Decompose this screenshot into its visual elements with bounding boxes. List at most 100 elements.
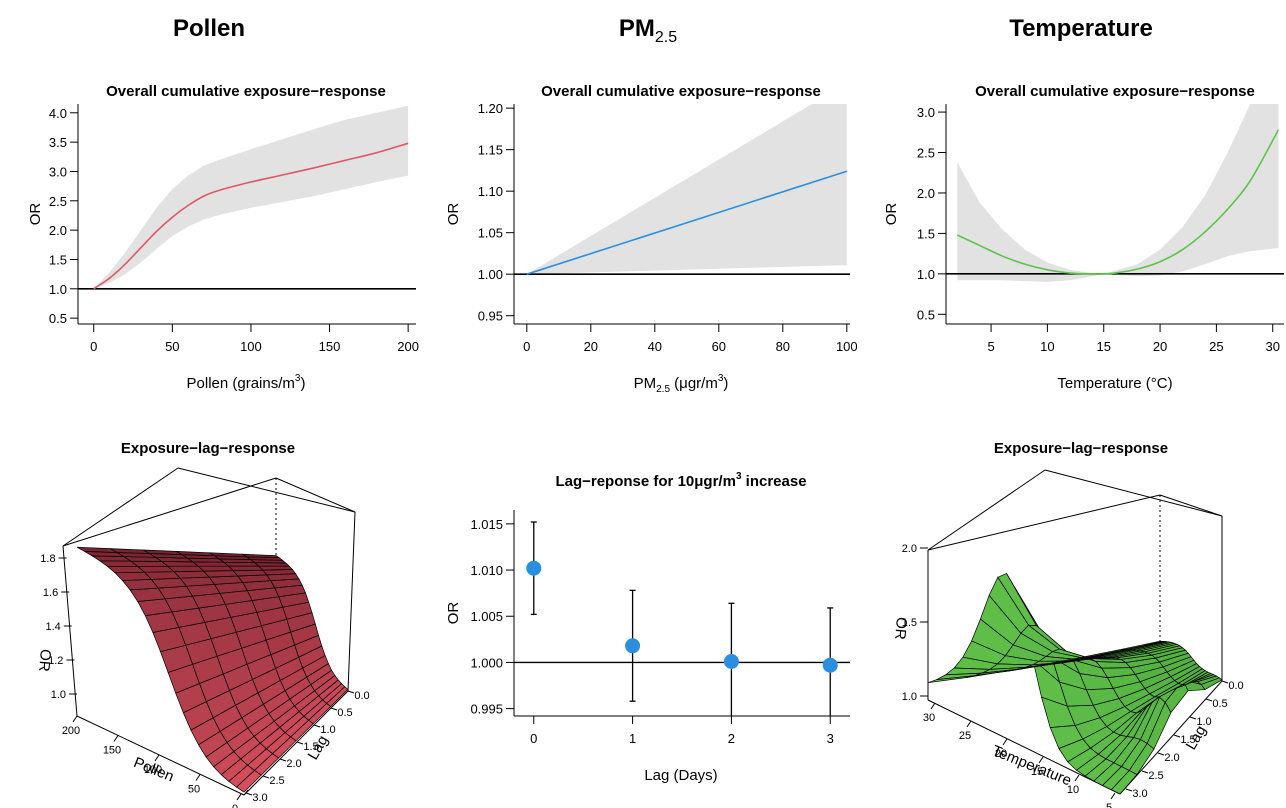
x-tick-label: 3 [827, 731, 834, 746]
y-tick-label: 1.00 [478, 267, 503, 282]
y-tick-label: 0.5 [917, 307, 935, 322]
axis-tick [966, 720, 972, 728]
y-tick-label: 1.20 [478, 101, 503, 116]
surface-facet [232, 569, 268, 577]
surface-facet [197, 565, 235, 572]
box-edge [62, 477, 277, 547]
y-tick-label: 1.005 [470, 609, 503, 624]
title-pollen-surface: Exposure−lag−response [121, 440, 295, 457]
title-temp-overall: Overall cumulative exposure−response [975, 83, 1255, 100]
box-edge [62, 467, 179, 547]
axis-tick [1141, 770, 1149, 774]
axis-tick [1221, 680, 1229, 684]
box-edge [1159, 494, 1223, 517]
axis-tick-label: 10 [1067, 784, 1079, 796]
xlabel-pm-unit: (μgr/m [670, 375, 718, 392]
y-tick-label: 1.0 [917, 267, 935, 282]
surface-facet [1121, 640, 1163, 650]
x-tick-label: 0 [523, 339, 530, 354]
axis-tick-label: 0.5 [337, 707, 352, 719]
axis-tick-label: 1.2 [48, 655, 63, 667]
axis-tick [113, 735, 119, 742]
axis-tick [279, 758, 287, 762]
axis-tick-label: 100 [144, 764, 162, 776]
axis-tick [313, 724, 321, 728]
estimate-line [93, 142, 409, 290]
axis-label: Pollen [131, 754, 176, 785]
axis-tick-label: 1.5 [902, 617, 917, 629]
surface-facet [227, 565, 264, 571]
box-edge [1119, 680, 1223, 795]
xlabel-pm-end: ) [723, 375, 728, 392]
y-tick-label: 2.5 [917, 146, 935, 161]
x-tick-label: 20 [584, 339, 598, 354]
y-tick-label: 3.5 [49, 135, 67, 150]
y-tick-label: 2.0 [49, 223, 67, 238]
xlabel-pollen-sup: 3 [295, 373, 301, 384]
y-tick-label: 4.0 [49, 106, 67, 121]
xlabel-pollen-end: ) [300, 375, 305, 392]
box-edge [927, 469, 1046, 551]
surface-facet [202, 570, 239, 578]
x-tick-label: 2 [728, 731, 735, 746]
y-tick-label: 1.015 [470, 517, 503, 532]
y-axis-label: OR [445, 602, 462, 625]
y-axis-label: OR [27, 203, 44, 226]
axis-tick [1038, 756, 1044, 764]
box-edge [347, 511, 356, 692]
box-edge [243, 789, 249, 796]
panel-pm_lag: 0.995 1.000 1.005 1.010 1.015 0 1 2 3 OR [445, 510, 850, 746]
y-tick-label: 0.5 [49, 311, 67, 326]
data-point [822, 657, 838, 673]
axis-label: OR [35, 648, 54, 672]
axis-tick [1074, 774, 1080, 782]
x-tick-label: 200 [397, 339, 419, 354]
title-pm-lag-end: increase [742, 473, 807, 490]
axis-tick-label: 5 [1106, 802, 1112, 808]
axis-tick-label: 20 [995, 748, 1007, 760]
axis-tick [1125, 788, 1133, 792]
axis-label: OR [891, 616, 910, 640]
axis-tick [1157, 752, 1165, 756]
data-point [526, 560, 542, 576]
surface-facet [191, 561, 230, 567]
axis-tick-label: 2.0 [902, 543, 917, 555]
title-pm-overall: Overall cumulative exposure−response [541, 83, 821, 100]
header-pollen: Pollen [173, 15, 245, 42]
surface-facet [166, 565, 205, 573]
surface-facet [76, 546, 118, 553]
data-point [625, 638, 641, 654]
x-tick-label: 20 [1153, 339, 1167, 354]
title-pm-lag-sup: 3 [736, 471, 742, 482]
xlabel-pm-overall: PM2.5 (μgr/m3) [634, 373, 729, 395]
axis-tick-label: 1.0 [902, 691, 917, 703]
axis-tick-label: 3.0 [252, 792, 267, 804]
xlabel-pm-lag: Lag (Days) [644, 767, 717, 784]
x-tick-label: 0 [530, 731, 537, 746]
axis-tick-label: 1.5 [303, 741, 318, 753]
x-tick-label: 10 [1040, 339, 1054, 354]
axis-tick [154, 754, 160, 762]
axis-tick [296, 741, 304, 745]
y-tick-label: 2.0 [917, 186, 935, 201]
y-tick-label: 1.05 [478, 226, 503, 241]
header-pm25: PM2.5 [619, 15, 677, 46]
y-tick-label: 2.5 [49, 194, 67, 209]
y-tick-label: 3.0 [917, 105, 935, 120]
x-tick-label: 30 [1265, 339, 1279, 354]
y-axis-label: OR [883, 203, 900, 226]
title-pm-lag-main: Lag−reponse for 10μgr/m [555, 473, 735, 490]
box-edge [177, 467, 356, 513]
axis-tick-label: 2.5 [1148, 770, 1163, 782]
y-tick-label: 1.10 [478, 184, 503, 199]
estimate-line [956, 129, 1280, 275]
axis-tick-label: 2.0 [1164, 752, 1179, 764]
axis-tick [195, 774, 201, 781]
surface-facet [241, 553, 281, 559]
x-tick-label: 0 [90, 339, 97, 354]
axis-tick [1189, 716, 1197, 720]
axis-tick-label: 200 [62, 725, 80, 737]
box-edge [1044, 469, 1223, 517]
